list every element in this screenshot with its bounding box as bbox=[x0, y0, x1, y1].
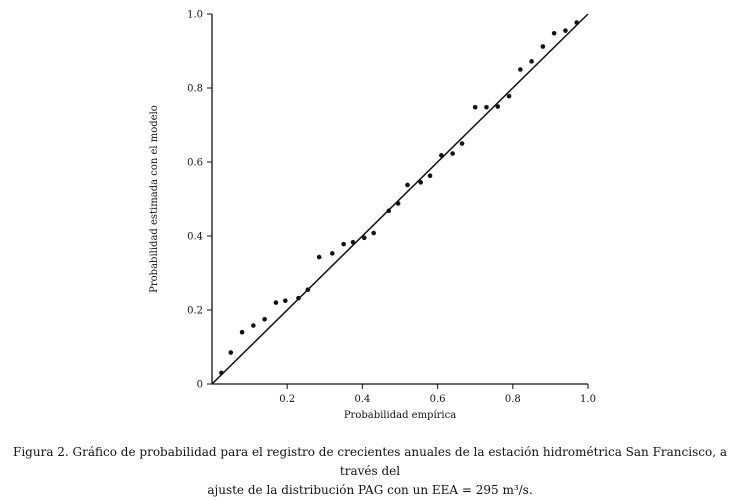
x-tick-label: 0.4 bbox=[354, 394, 370, 405]
data-point bbox=[228, 350, 234, 355]
x-tick-label: 0.2 bbox=[279, 394, 295, 405]
x-axis-label: Probabilidad empírica bbox=[344, 410, 456, 421]
y-tick-label: 0.4 bbox=[187, 232, 203, 243]
data-point bbox=[518, 67, 523, 72]
y-tick-label: 0 bbox=[197, 380, 203, 391]
data-point bbox=[563, 28, 568, 33]
data-point bbox=[395, 201, 401, 206]
data-point bbox=[472, 104, 478, 110]
y-axis-label: Probabilidad estimada con el modelo bbox=[149, 105, 160, 293]
data-point bbox=[262, 316, 267, 322]
data-point bbox=[551, 30, 557, 36]
data-point bbox=[439, 153, 444, 158]
ticks: 0.2 0.4 0.6 0.8 1.0 0 0.2 0.4 0.6 0.8 1.0 bbox=[187, 10, 596, 406]
data-point bbox=[341, 241, 346, 247]
x-tick-label: 0.6 bbox=[430, 394, 446, 405]
data-points bbox=[219, 20, 580, 376]
data-point bbox=[330, 251, 335, 256]
data-point bbox=[540, 44, 546, 49]
data-point bbox=[386, 208, 392, 214]
data-point bbox=[305, 287, 311, 292]
data-point bbox=[529, 59, 534, 64]
data-point bbox=[450, 151, 455, 156]
caption-line-1: Figura 2. Gráfico de probabilidad para e… bbox=[13, 445, 727, 478]
data-point bbox=[495, 104, 501, 109]
data-point bbox=[506, 93, 512, 99]
figure-caption: Figura 2. Gráfico de probabilidad para e… bbox=[0, 443, 740, 500]
data-point bbox=[427, 173, 433, 178]
data-point bbox=[283, 298, 288, 304]
data-point bbox=[418, 180, 423, 185]
data-point bbox=[361, 235, 367, 241]
y-tick-label: 0.2 bbox=[187, 306, 203, 317]
caption-line-2: ajuste de la distribución PAG con un EEA… bbox=[207, 483, 533, 497]
data-point bbox=[350, 239, 356, 245]
data-point bbox=[296, 295, 301, 301]
data-point bbox=[459, 141, 465, 146]
data-point bbox=[251, 323, 256, 328]
data-point bbox=[371, 230, 376, 236]
y-tick-label: 1.0 bbox=[187, 10, 203, 21]
x-tick-label: 1.0 bbox=[580, 394, 596, 405]
y-tick-label: 0.6 bbox=[187, 158, 203, 169]
data-point bbox=[219, 370, 224, 376]
data-point bbox=[239, 329, 245, 335]
probability-plot: 0.2 0.4 0.6 0.8 1.0 0 0.2 0.4 0.6 0.8 1.0 Probabil… bbox=[149, 10, 596, 422]
reference-line bbox=[211, 13, 589, 385]
data-point bbox=[484, 104, 489, 110]
data-point bbox=[273, 300, 279, 305]
data-point bbox=[316, 254, 322, 260]
axes bbox=[211, 14, 588, 385]
x-tick-label: 0.8 bbox=[505, 394, 521, 405]
y-tick-label: 0.8 bbox=[187, 84, 203, 95]
data-point bbox=[574, 20, 580, 25]
data-point bbox=[405, 182, 410, 188]
